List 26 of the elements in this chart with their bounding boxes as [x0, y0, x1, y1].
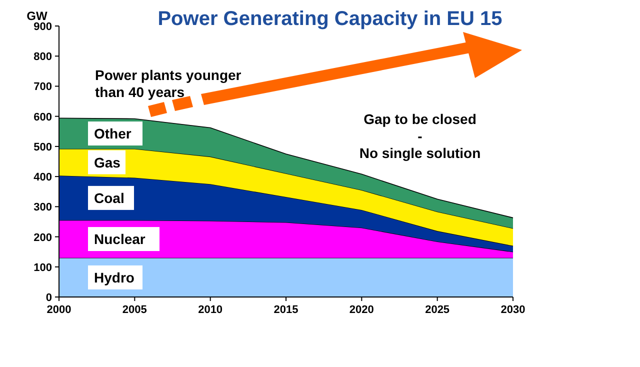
annotation: Power plants younger than 40 years [95, 67, 242, 100]
x-tick-label: 2005 [122, 304, 147, 316]
x-tick-label: 2015 [274, 304, 298, 316]
x-tick-label: 2030 [500, 304, 526, 316]
y-tick-label: 400 [34, 172, 52, 184]
series-label: Hydro [94, 269, 134, 286]
chart-title: Power Generating Capacity in EU 15 [158, 8, 502, 30]
series-label: Nuclear [94, 231, 146, 248]
series-label: Coal [94, 190, 124, 206]
y-tick-label: 700 [34, 81, 52, 94]
y-tick-label: 300 [34, 202, 52, 214]
x-tick-label: 2020 [349, 304, 374, 316]
y-tick-label: 600 [34, 111, 52, 124]
y-axis-title: GW [26, 9, 48, 23]
x-tick-label: 2000 [46, 304, 72, 316]
y-tick-label: 500 [34, 141, 52, 154]
y-tick-label: 0 [46, 292, 52, 304]
x-tick-label: 2010 [198, 304, 223, 316]
y-tick-label: 100 [34, 262, 52, 274]
x-tick-label: 2025 [425, 304, 450, 316]
series-label: Other [94, 125, 132, 142]
y-tick-label: 200 [34, 232, 52, 244]
series-label: Gas [94, 154, 121, 170]
y-tick-label: 800 [34, 51, 52, 64]
annotation: Gap to be closed - No single solution [359, 111, 481, 161]
y-tick-label: 900 [34, 21, 52, 33]
